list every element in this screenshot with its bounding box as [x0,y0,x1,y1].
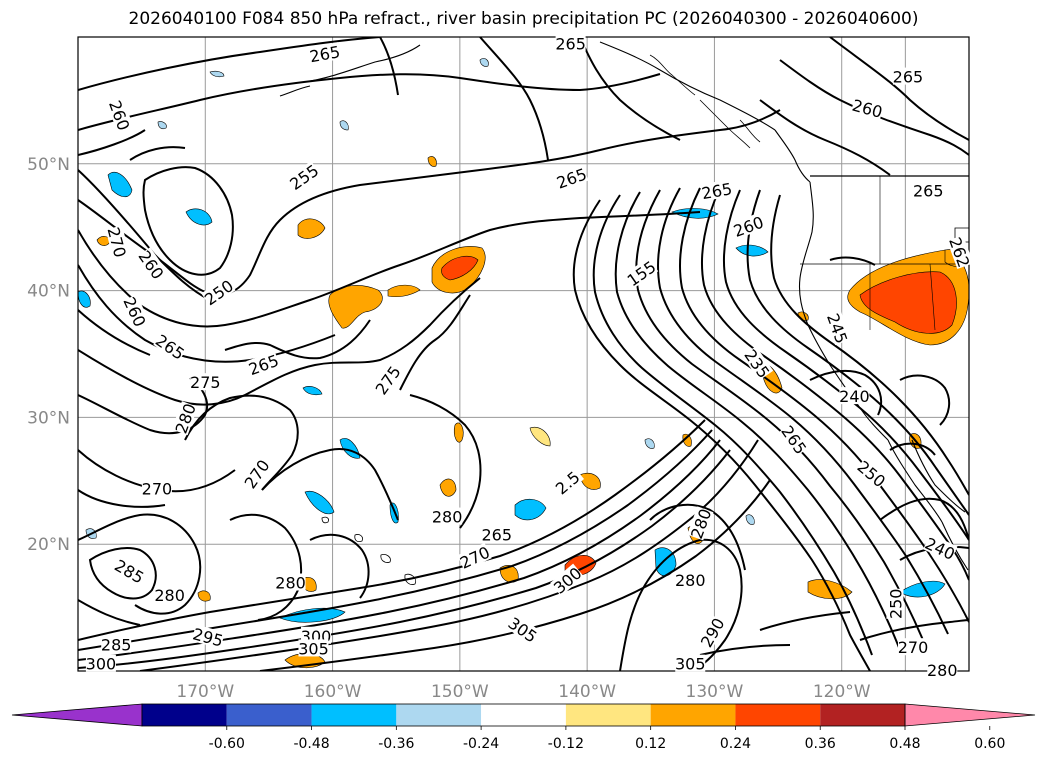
colorbar: -0.60 -0.48 -0.36 -0.24 -0.12 0.12 0.24 0.36 0.4… [11,703,1036,752]
latitude-labels: 50°N 40°N 30°N 20°N [27,155,70,555]
contour-label-text: 275 [190,373,221,392]
contour-label: 305 [298,639,329,658]
colorbar-tick-label: 0.48 [889,736,920,752]
contour-label: 305 [675,654,706,674]
lon-label: 120°W [813,682,871,702]
contour-label-text: 270 [898,638,929,657]
colorbar-bin [142,704,227,726]
contour-label: 260 [731,213,766,241]
contour-label: 270 [142,479,173,499]
colorbar-tick-label: -0.12 [548,736,584,752]
contour-label: 270 [104,225,130,259]
contour-label: 280 [432,507,463,527]
contour-label-text: 280 [154,586,185,605]
contour-label-text: 305 [675,655,706,674]
contour-label: 265 [893,67,924,87]
colorbar-bin [311,704,397,726]
colorbar-bin [396,704,482,726]
contour-label: 240 [839,387,870,406]
contour-label-text: 265 [913,182,944,201]
contour-label: 285 [101,635,132,655]
contour-label: 270 [898,638,929,657]
longitude-labels: 170°W 160°W 150°W 140°W 130°W 120°W [176,682,870,702]
contour-label-text: 280 [927,661,958,680]
colorbar-bin [735,704,821,726]
contour-label: 280 [275,573,306,593]
colorbar-tick-label: 0.24 [720,736,751,752]
colorbar-tick-label: -0.48 [293,736,329,752]
contour-label: 250 [886,589,905,620]
lon-label: 160°W [304,682,362,702]
shade-california-mid [859,271,957,334]
colorbar-tick-label: -0.24 [463,736,499,752]
map-frame [77,36,970,672]
contour-label: 280 [675,570,706,590]
lat-label: 30°N [27,408,70,428]
colorbar-tick-label: -0.36 [378,736,414,752]
refractivity-contours [78,37,969,671]
contour-label-text: 250 [886,589,905,620]
contour-label-text: 280 [432,508,463,527]
contour-label: 280 [154,586,185,605]
map-area [78,37,969,671]
colorbar-tick-label: -0.60 [209,736,245,752]
colorbar-extend-high [904,703,1036,727]
contour-label: 265 [555,34,586,54]
colorbar-bin [565,704,651,726]
contour-label-text: 285 [101,636,132,655]
colorbar-bin [226,704,312,726]
contour-label-text: 305 [298,639,329,658]
colorbar-tick-label: 0.12 [635,736,666,752]
lat-label: 20°N [27,535,70,555]
colorbar-bin [820,704,905,726]
contour-label-text: 265 [481,525,512,544]
contour-label: 275 [190,373,221,392]
contour-label-text: 280 [275,574,306,593]
lat-label: 40°N [27,282,70,302]
contour-label: 280 [927,661,958,680]
colorbar-bin [650,704,736,726]
contour-label-text: 265 [893,68,924,87]
colorbar-bin [481,704,566,726]
lon-label: 170°W [176,682,234,702]
colorbar-tick-label: 0.60 [974,736,1005,752]
contour-label-text: 265 [555,35,586,54]
lon-label: 140°W [558,682,616,702]
colorbar-extend-low [11,703,143,727]
contour-label-text: 280 [675,571,706,590]
contour-label: 265 [481,525,512,544]
colorbar-tick-label: 0.36 [805,736,836,752]
lat-label: 50°N [27,155,70,175]
contour-label-text: 240 [839,387,870,406]
contour-label-text: 300 [86,655,117,674]
contour-label-text: 270 [142,480,173,499]
map-title: 2026040100 F084 850 hPa refract., river … [128,9,919,29]
contour-label: 300 [86,654,117,674]
coastlines [279,41,969,585]
lon-label: 150°W [431,682,489,702]
contour-label: 265 [913,181,944,201]
lon-label: 130°W [686,682,744,702]
